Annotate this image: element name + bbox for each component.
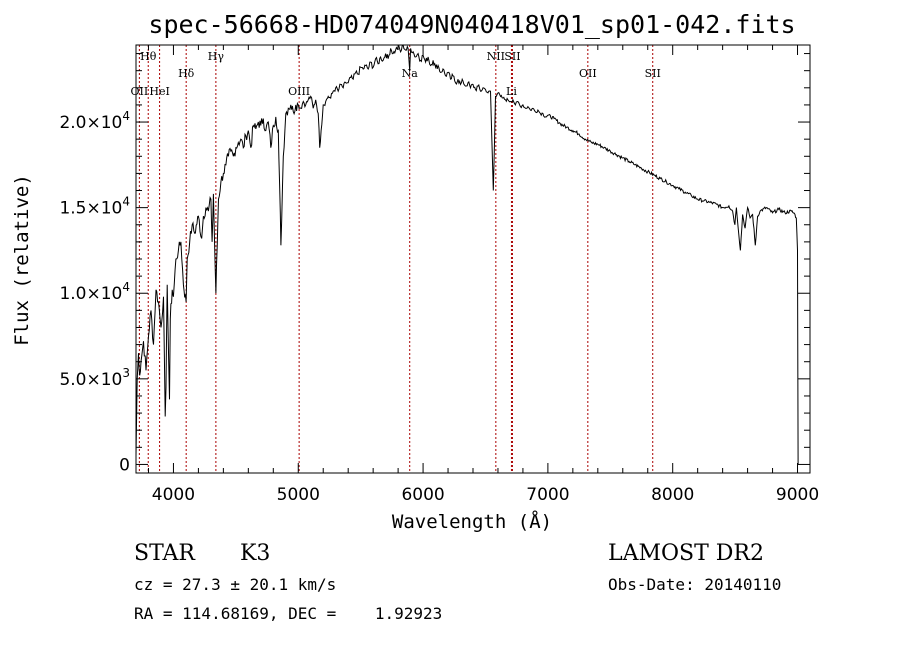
x-tick-label: 8000 — [651, 485, 694, 505]
y-axis-label: Flux (relative) — [11, 174, 33, 346]
chart-title: spec-56668-HD074049N040418V01_sp01-042.f… — [148, 10, 795, 39]
redshift-cz: cz = 27.3 ± 20.1 km/s — [134, 575, 336, 594]
spectral-line-label: OII — [131, 85, 149, 98]
coordinates: RA = 114.68169, DEC = 1.92923 — [134, 604, 442, 623]
x-axis-label: Wavelength (Å) — [392, 510, 552, 533]
observation-date: Obs-Date: 20140110 — [608, 575, 781, 594]
spectral-line-label: SII — [645, 67, 661, 80]
survey-name: LAMOST DR2 — [608, 541, 764, 566]
spectral-line-label: OII — [579, 67, 597, 80]
x-axis: 4000 5000 6000 7000 8000 9000 — [147, 45, 819, 505]
y-axis: 0 5.0×103 1.0×104 1.5×104 2.0×104 — [59, 53, 810, 475]
spectral-line-label: HeI — [149, 85, 169, 98]
y-tick-label: 5.0×103 — [59, 366, 130, 390]
spectrum-series-line — [135, 44, 799, 465]
x-tick-label: 4000 — [152, 485, 195, 505]
x-tick-label: 9000 — [776, 485, 819, 505]
object-subclass: K3 — [240, 541, 270, 566]
spectral-line-label: NII — [487, 50, 505, 63]
spectral-line-label: OIII — [288, 85, 310, 98]
x-tick-label: 7000 — [526, 485, 569, 505]
y-tick-label: 1.5×104 — [59, 195, 130, 219]
spectral-line-label: Hθ — [140, 50, 157, 63]
spectral-line-label: Li — [506, 85, 517, 98]
x-tick-label: 6000 — [401, 485, 444, 505]
spectral-line-label: Hδ — [178, 67, 195, 80]
y-tick-label: 2.0×104 — [59, 109, 130, 133]
y-tick-label: 1.0×104 — [59, 280, 130, 304]
x-tick-label: 5000 — [277, 485, 320, 505]
plot-frame — [135, 44, 811, 474]
spectral-line-label: Hγ — [208, 50, 225, 63]
y-tick-label: 0 — [119, 455, 130, 475]
object-class: STAR — [134, 541, 196, 566]
spectral-line-label: SII — [504, 50, 520, 63]
spectral-line-label: Na — [402, 67, 419, 80]
